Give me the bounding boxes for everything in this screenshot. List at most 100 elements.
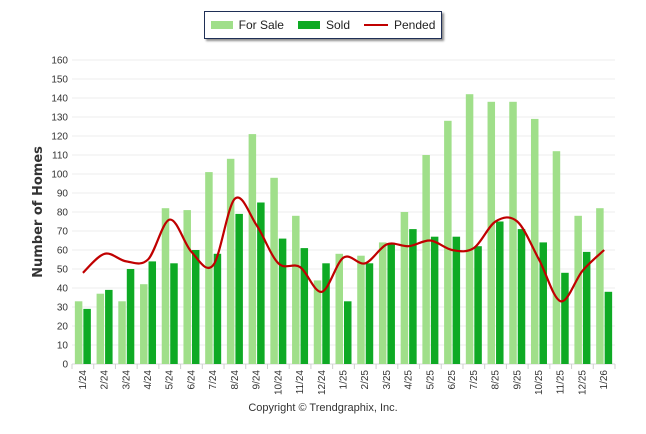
bar-sold[interactable] — [517, 229, 526, 364]
y-tick-label: 80 — [57, 208, 69, 219]
x-tick-label: 5/25 — [425, 370, 436, 390]
x-tick-label: 7/24 — [208, 370, 219, 390]
x-tick-label: 1/26 — [599, 370, 610, 390]
x-axis-ticks: 1/24 2/24 3/24 4/24 5/24 6/24 7/24 8/24 9/24 10/2… — [71, 364, 616, 395]
bar-sold[interactable] — [126, 269, 135, 364]
bar-for-sale[interactable] — [74, 301, 83, 364]
y-tick-label: 50 — [57, 265, 69, 276]
x-tick-label: 12/24 — [317, 370, 328, 395]
y-tick-label: 60 — [57, 246, 69, 257]
y-axis-label: Number of Homes — [31, 146, 46, 278]
bar-for-sale[interactable] — [465, 94, 474, 364]
bar-sold[interactable] — [213, 253, 222, 364]
x-tick-label: 3/25 — [382, 370, 393, 390]
y-tick-label: 120 — [51, 132, 68, 143]
bar-sold[interactable] — [105, 289, 113, 364]
bar-for-sale[interactable] — [183, 210, 191, 364]
x-tick-label: 1/25 — [339, 370, 350, 390]
bar-for-sale[interactable] — [400, 212, 409, 364]
bar-sold[interactable] — [474, 246, 482, 364]
x-tick-label: 2/24 — [100, 370, 111, 390]
legend-item-sold[interactable]: Sold — [297, 18, 350, 32]
bar-for-sale[interactable] — [313, 280, 322, 364]
bar-sold[interactable] — [387, 244, 395, 364]
bar-for-sale[interactable] — [96, 293, 105, 364]
y-tick-label: 150 — [51, 75, 68, 86]
x-tick-label: 9/25 — [512, 370, 523, 390]
bar-for-sale[interactable] — [487, 101, 496, 365]
bar-for-sale[interactable] — [552, 151, 561, 364]
bar-for-sale[interactable] — [270, 177, 278, 364]
bar-for-sale[interactable] — [444, 120, 452, 364]
bar-sold[interactable] — [300, 248, 309, 364]
bar-sold[interactable] — [409, 229, 417, 364]
y-tick-label: 140 — [51, 94, 68, 105]
y-tick-label: 160 — [51, 56, 68, 67]
bar-sold[interactable] — [235, 213, 243, 364]
x-tick-label: 6/25 — [447, 370, 458, 390]
x-tick-label: 4/24 — [143, 370, 154, 390]
bar-sold[interactable] — [604, 291, 613, 364]
bar-sold[interactable] — [452, 236, 461, 364]
bar-sold[interactable] — [170, 263, 178, 364]
bar-sold[interactable] — [582, 251, 591, 364]
x-tick-label: 12/25 — [577, 370, 588, 395]
bar-for-sale[interactable] — [226, 158, 235, 364]
bar-sold[interactable] — [191, 250, 200, 364]
y-tick-label: 40 — [57, 284, 69, 295]
legend-label-for-sale: For Sale — [238, 18, 284, 32]
bar-sold[interactable] — [148, 261, 157, 364]
legend-line-pended — [364, 24, 388, 26]
bar-sold[interactable] — [365, 263, 374, 364]
x-tick-label: 10/25 — [534, 370, 545, 395]
pended-series-line[interactable] — [82, 196, 605, 303]
x-tick-label: 10/24 — [273, 370, 284, 395]
bar-for-sale[interactable] — [422, 155, 430, 364]
x-tick-label: 4/25 — [404, 370, 415, 390]
y-tick-label: 130 — [51, 113, 68, 124]
bar-sold[interactable] — [257, 202, 265, 365]
x-tick-label: 8/25 — [491, 370, 502, 390]
bar-sold[interactable] — [539, 242, 547, 364]
bar-for-sale[interactable] — [161, 208, 170, 364]
legend-item-pended[interactable]: Pended — [364, 18, 435, 32]
bar-for-sale[interactable] — [292, 215, 300, 364]
bar-for-sale[interactable] — [248, 134, 257, 364]
y-tick-label: 90 — [57, 189, 69, 200]
y-tick-label: 100 — [51, 170, 68, 181]
y-axis-ticks: 0 10 20 30 40 50 60 70 80 90 100 110 120 130 140 150 160 — [51, 56, 68, 371]
bar-sold[interactable] — [430, 236, 439, 364]
legend-item-for-sale[interactable]: For Sale — [210, 18, 284, 32]
x-tick-label: 8/24 — [230, 370, 241, 390]
legend-swatch-for-sale — [210, 21, 233, 29]
bar-for-sale[interactable] — [574, 215, 582, 364]
bar-sold[interactable] — [322, 263, 330, 364]
bar-sold[interactable] — [561, 272, 569, 364]
bar-for-sale[interactable] — [530, 118, 539, 365]
bar-sold[interactable] — [496, 221, 504, 365]
copyright-text: Copyright © Trendgraphix, Inc. — [248, 402, 398, 414]
bar-for-sale[interactable] — [357, 255, 365, 364]
bar-sold[interactable] — [83, 308, 91, 364]
bars — [74, 94, 613, 365]
chart-legend: For Sale Sold Pended — [204, 11, 442, 39]
x-tick-label: 11/25 — [556, 370, 567, 395]
y-tick-label: 20 — [57, 322, 69, 333]
bar-for-sale[interactable] — [335, 253, 344, 364]
bar-sold[interactable] — [278, 238, 287, 364]
bar-sold[interactable] — [344, 301, 352, 364]
pended-line — [82, 196, 605, 303]
x-tick-label: 7/25 — [469, 370, 480, 390]
bar-for-sale[interactable] — [596, 208, 604, 364]
bar-for-sale[interactable] — [140, 284, 148, 364]
x-tick-label: 5/24 — [165, 370, 176, 390]
x-tick-label: 9/24 — [252, 370, 263, 390]
x-tick-label: 11/24 — [295, 370, 306, 395]
y-tick-label: 70 — [57, 227, 69, 238]
bar-for-sale[interactable] — [509, 101, 517, 365]
bar-for-sale[interactable] — [118, 301, 126, 364]
y-tick-label: 10 — [57, 341, 69, 352]
x-tick-label: 6/24 — [186, 370, 197, 390]
bar-for-sale[interactable] — [378, 242, 387, 364]
